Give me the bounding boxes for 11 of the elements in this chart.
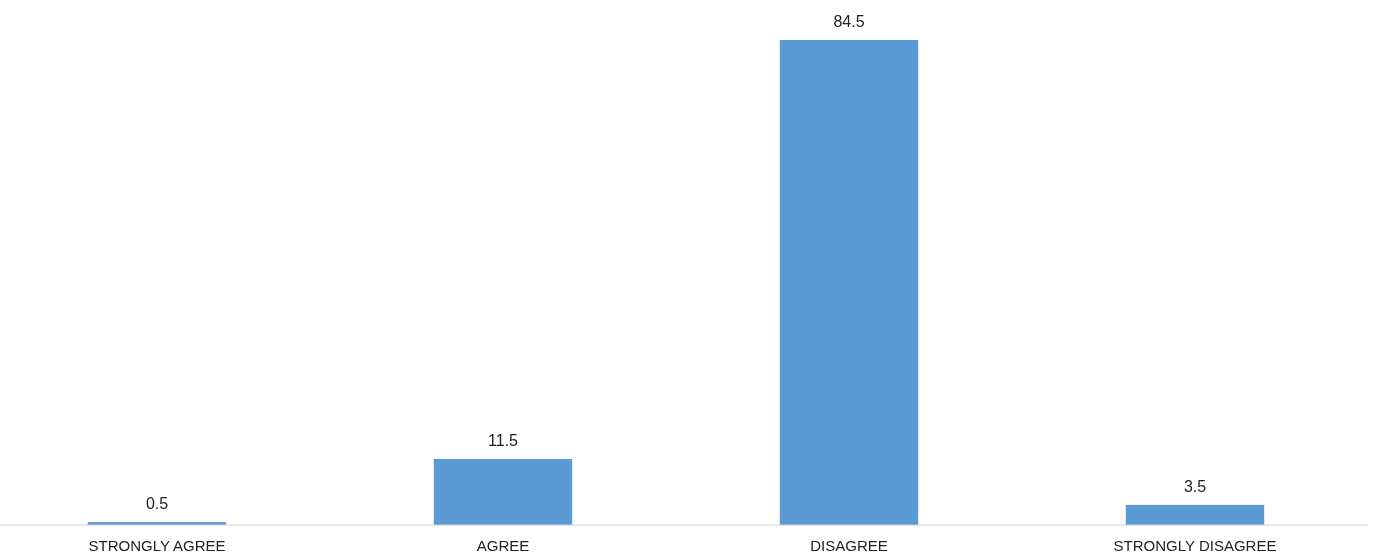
data-label: 3.5 <box>1183 477 1207 495</box>
data-label: 0.5 <box>145 495 169 513</box>
data-label: 11.5 <box>488 431 519 449</box>
data-label: 84.5 <box>833 13 865 30</box>
x-tick-label: AGREE <box>476 537 530 554</box>
bar <box>433 458 573 525</box>
x-tick-label: STRONGLY AGREE <box>88 537 226 554</box>
x-tick-label: DISAGREE <box>810 537 888 554</box>
bar <box>1125 504 1265 525</box>
x-tick-label: STRONGLY DISAGREE <box>1113 537 1277 554</box>
bar <box>779 40 919 525</box>
